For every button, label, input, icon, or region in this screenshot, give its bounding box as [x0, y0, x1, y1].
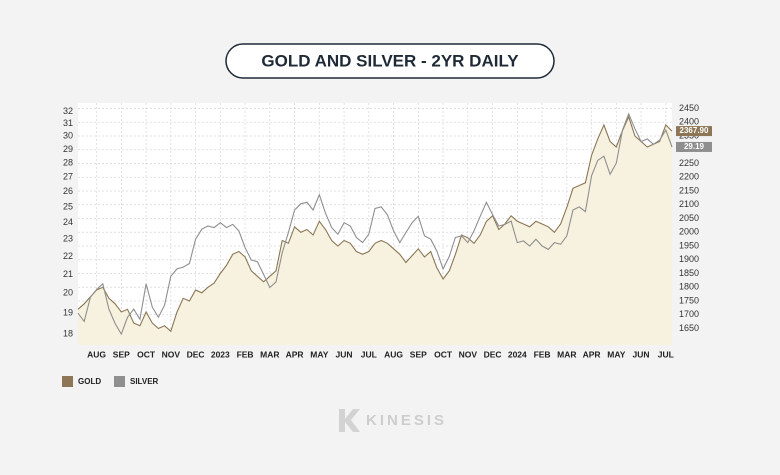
legend-swatch	[114, 376, 125, 387]
brand-icon	[339, 409, 360, 432]
y2-tick-label: 2000	[679, 227, 699, 237]
chart-title: GOLD AND SILVER - 2YR DAILY	[261, 51, 519, 70]
y2-tick-label: 2200	[679, 172, 699, 182]
x-tick-label: MAY	[310, 349, 328, 359]
brand-logo: KINESIS	[339, 409, 447, 432]
brand-name: KINESIS	[366, 412, 447, 429]
x-tick-label: OCT	[137, 349, 156, 359]
end-label: 2367.90	[680, 126, 709, 135]
series-line	[77, 112, 673, 336]
legend-label: SILVER	[130, 377, 159, 386]
x-tick-label: APR	[286, 349, 304, 359]
y-tick-label: 32	[63, 106, 73, 116]
y-tick-label: 24	[63, 217, 73, 227]
y2-tick-label: 1850	[679, 268, 699, 278]
x-tick-label: NOV	[459, 349, 478, 359]
x-tick-label: FEB	[534, 349, 551, 359]
y2-tick-label: 2050	[679, 213, 699, 223]
y-tick-label: 27	[63, 172, 73, 182]
x-tick-label: AUG	[384, 349, 403, 359]
x-tick-label: MAR	[557, 349, 576, 359]
y2-tick-label: 1650	[679, 323, 699, 333]
x-tick-label: MAY	[607, 349, 625, 359]
y-tick-label: 19	[63, 308, 73, 318]
x-tick-label: JUN	[336, 349, 353, 359]
y2-tick-label: 1750	[679, 295, 699, 305]
y2-tick-label: 1800	[679, 282, 699, 292]
x-tick-label: SEP	[410, 349, 427, 359]
y-tick-label: 26	[63, 186, 73, 196]
y2-tick-label: 2250	[679, 158, 699, 168]
y-tick-label: 23	[63, 234, 73, 244]
x-tick-label: JUL	[658, 349, 674, 359]
y2-tick-label: 2450	[679, 103, 699, 113]
y-tick-label: 31	[63, 118, 73, 128]
x-tick-label: 2024	[508, 349, 527, 359]
x-tick-label: JUN	[633, 349, 650, 359]
x-tick-label: DEC	[484, 349, 502, 359]
x-tick-label: DEC	[187, 349, 205, 359]
y2-tick-label: 2400	[679, 117, 699, 127]
y2-tick-label: 2150	[679, 185, 699, 195]
series-area	[78, 116, 672, 345]
y-tick-label: 28	[63, 157, 73, 167]
title-pill	[225, 43, 555, 79]
end-label-box	[676, 126, 712, 137]
x-tick-label: FEB	[237, 349, 254, 359]
x-tick-label: AUG	[87, 349, 106, 359]
legend-label: GOLD	[78, 377, 101, 386]
end-label-box	[676, 141, 712, 152]
x-tick-label: NOV	[162, 349, 181, 359]
y-tick-label: 29	[63, 144, 73, 154]
y-tick-label: 25	[63, 201, 73, 211]
y-tick-label: 20	[63, 288, 73, 298]
y2-tick-label: 1950	[679, 240, 699, 250]
legend-swatch	[62, 376, 73, 387]
y-tick-label: 21	[63, 269, 73, 279]
y-tick-label: 18	[63, 328, 73, 338]
series-line	[77, 115, 673, 333]
x-tick-label: OCT	[434, 349, 453, 359]
x-tick-label: SEP	[113, 349, 130, 359]
y2-tick-label: 1900	[679, 254, 699, 264]
end-label: 29.19	[684, 142, 705, 151]
x-tick-label: JUL	[361, 349, 377, 359]
x-tick-label: MAR	[260, 349, 279, 359]
x-tick-label: APR	[583, 349, 601, 359]
x-tick-label: 2023	[211, 349, 230, 359]
y2-tick-label: 1700	[679, 309, 699, 319]
y2-tick-label: 2100	[679, 199, 699, 209]
y-tick-label: 22	[63, 251, 73, 261]
y-tick-label: 30	[63, 131, 73, 141]
